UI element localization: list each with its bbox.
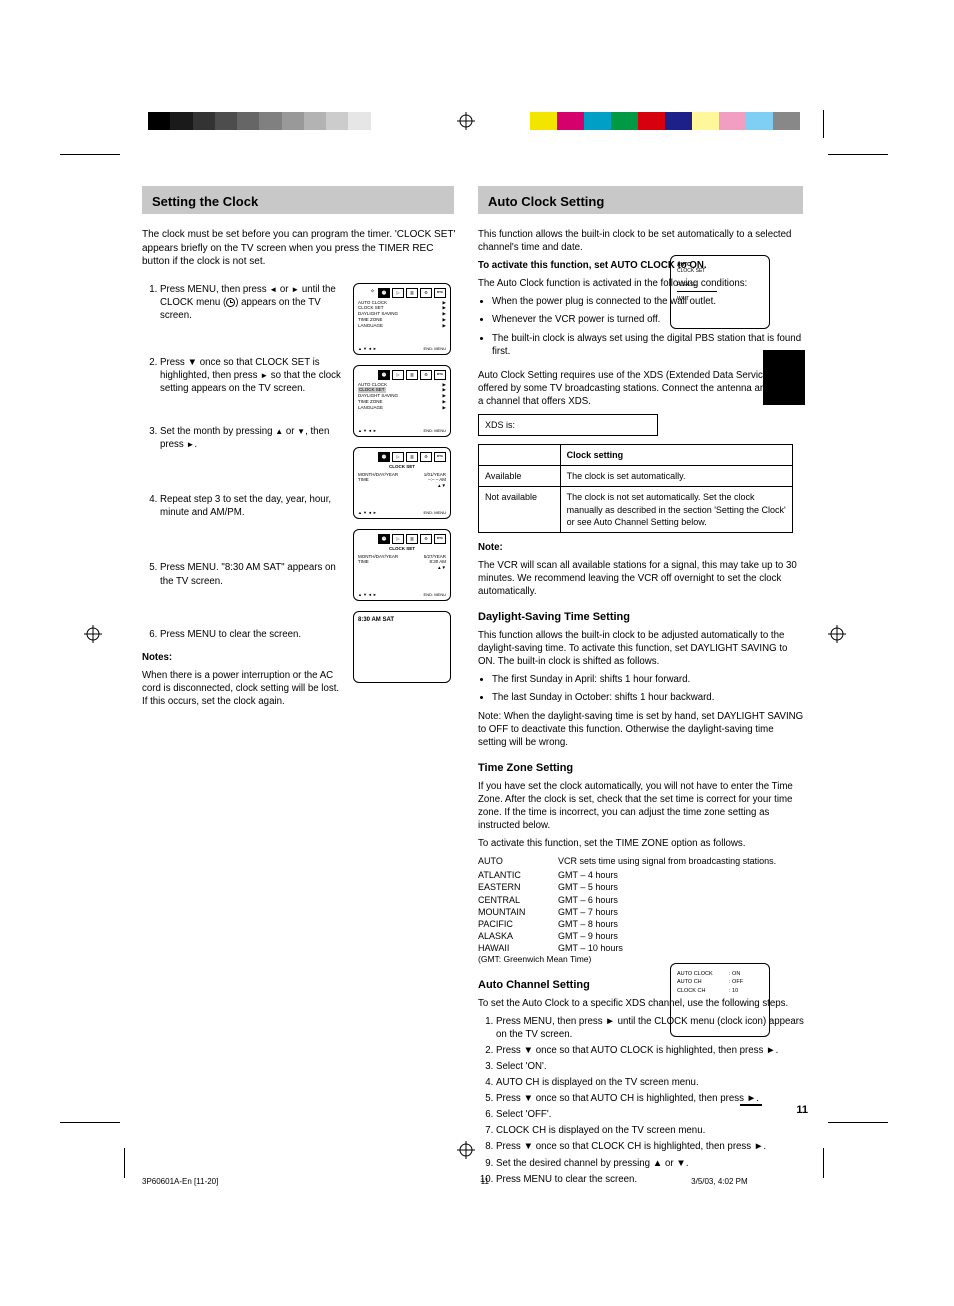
dst-body: This function allows the built-in clock …	[478, 629, 804, 668]
tab-icon: ▥	[406, 452, 418, 462]
registration-mark-icon	[828, 625, 846, 643]
footer-rule	[740, 1104, 762, 1106]
crop-mark	[60, 1122, 120, 1123]
crop-mark	[124, 110, 125, 140]
tz-body2: To activate this function, set the TIME …	[478, 837, 804, 850]
tz-auto-row: AUTO VCR sets time using signal from bro…	[478, 855, 804, 867]
section-heading-autoclock: Auto Clock Setting	[478, 186, 803, 214]
tab-icon: ▥	[406, 288, 418, 298]
subheading-tz: Time Zone Setting	[478, 761, 804, 776]
step-1: Press MENU, then press ◄ or ► until the …	[160, 283, 345, 322]
xds-table: Clock setting AvailableThe clock is set …	[478, 444, 793, 533]
crop-mark	[823, 1148, 824, 1178]
right-column: This function allows the built-in clock …	[478, 228, 804, 1189]
notes-heading: Notes:	[142, 651, 345, 664]
crop-mark	[828, 1122, 888, 1123]
tv-screen-clockset-hl: 🕐 ▷ ▥ ⚙ DTA AUTO CLOCK▶CLOCK SET▶DAYLIGH…	[353, 365, 451, 437]
tab-bar: 🕐 ▷ ▥ ⚙ DTA	[358, 452, 446, 462]
tv-screen-clockset-month: 🕐 ▷ ▥ ⚙ DTA CLOCK SET MONTH/DAY/YEAR1/01…	[353, 447, 451, 519]
step-2: Press ▼ once so that CLOCK SET is highli…	[160, 356, 345, 395]
intro-text: The clock must be set before you can pro…	[142, 228, 457, 269]
intro-text: This function allows the built-in clock …	[478, 228, 804, 254]
right-triangle-icon: ►	[291, 285, 299, 294]
page-number: 11	[796, 1104, 808, 1116]
color-bar	[530, 112, 800, 130]
steps-list: Press MENU, then press ◄ or ► until the …	[142, 283, 345, 641]
registration-mark-icon	[84, 625, 102, 643]
tv-screen-autoch: AUTO CLOCK: ONAUTO CH: OFFCLOCK CH: 10	[670, 963, 770, 1037]
tz-body: If you have set the clock automatically,…	[478, 780, 804, 832]
note-text: The VCR will scan all available stations…	[478, 559, 804, 598]
subheading-dst: Daylight-Saving Time Setting	[478, 610, 804, 625]
dst-note: Note: When the daylight-saving time is s…	[478, 710, 804, 749]
tab-icon: ▥	[406, 534, 418, 544]
left-triangle-icon: ◄	[269, 285, 277, 294]
tab-icon: ⚙	[420, 452, 432, 462]
tv-screen-time-display: 8:30 AM SAT	[353, 611, 451, 683]
tab-icon: DTA	[434, 288, 446, 298]
tv-screen-clockmenu: ✧ 🕐 ▷ ▥ ⚙ DTA AUTO CLOCK▶CLOCK SET▶DAYLI…	[353, 283, 451, 355]
tab-icon: ⚙	[420, 370, 432, 380]
crop-mark	[828, 154, 888, 155]
tab-icon: ▥	[406, 370, 418, 380]
tab-icon: DTA	[434, 452, 446, 462]
notes-text: When there is a power interruption or th…	[142, 669, 345, 708]
registration-mark-icon	[457, 112, 475, 130]
autoch-steps: Press MENU, then press ► until the CLOCK…	[478, 1015, 804, 1189]
tv-screen-clockset-done: 🕐 ▷ ▥ ⚙ DTA CLOCK SET MONTH/DAY/YEAR5/27…	[353, 529, 451, 601]
tv-screen-autoclock: AUTO CLOCK SET PLEASE WAIT	[670, 255, 770, 329]
step-4: Repeat step 3 to set the day, year, hour…	[160, 493, 345, 519]
left-column: The clock must be set before you can pro…	[142, 228, 457, 713]
dst-bullets: The first Sunday in April: shifts 1 hour…	[478, 673, 804, 704]
xds-intro: Auto Clock Setting requires use of the X…	[478, 369, 804, 408]
step-6: Press MENU to clear the screen.	[160, 628, 345, 641]
tab-bar: 🕐 ▷ ▥ ⚙ DTA	[358, 534, 446, 544]
tab-clock-icon: 🕐	[378, 452, 390, 462]
tab-bar: ✧ 🕐 ▷ ▥ ⚙ DTA	[370, 288, 446, 298]
tab-icon: ▷	[392, 534, 404, 544]
table-header	[479, 445, 561, 466]
tab-icon: ⚙	[420, 288, 432, 298]
crop-mark	[823, 110, 824, 138]
tz-list: ATLANTICGMT – 4 hoursEASTERNGMT – 5 hour…	[478, 869, 804, 954]
page: Setting the Clock Auto Clock Setting The…	[0, 0, 954, 1306]
tab-icon: ▷	[392, 452, 404, 462]
clock-icon	[226, 298, 235, 307]
crop-mark	[124, 1148, 125, 1178]
tab-icon: ▷	[392, 370, 404, 380]
grayscale-bar	[148, 112, 393, 130]
registration-mark-icon	[457, 1141, 475, 1159]
tab-clock-icon: 🕐	[378, 288, 390, 298]
note-heading: Note:	[478, 541, 804, 554]
table-header: Clock setting	[560, 445, 792, 466]
section-heading-clock: Setting the Clock	[142, 186, 454, 214]
step-5: Press MENU. "8:30 AM SAT" appears on the…	[160, 561, 345, 587]
tab-bar: 🕐 ▷ ▥ ⚙ DTA	[358, 370, 446, 380]
tab-icon: DTA	[434, 370, 446, 380]
crop-mark	[60, 154, 120, 155]
tab-icon: DTA	[434, 534, 446, 544]
tab-clock-icon: 🕐	[378, 534, 390, 544]
step-3: Set the month by pressing ▲ or ▼, then p…	[160, 425, 345, 451]
tab-icon: ⚙	[420, 534, 432, 544]
xds-label-box: XDS is:	[478, 414, 658, 436]
footer-info: 3P60601A-En [11-20] 11 3/5/03, 4:02 PM	[142, 1177, 748, 1186]
tab-clock-icon: 🕐	[378, 370, 390, 380]
tab-icon: ▷	[392, 288, 404, 298]
